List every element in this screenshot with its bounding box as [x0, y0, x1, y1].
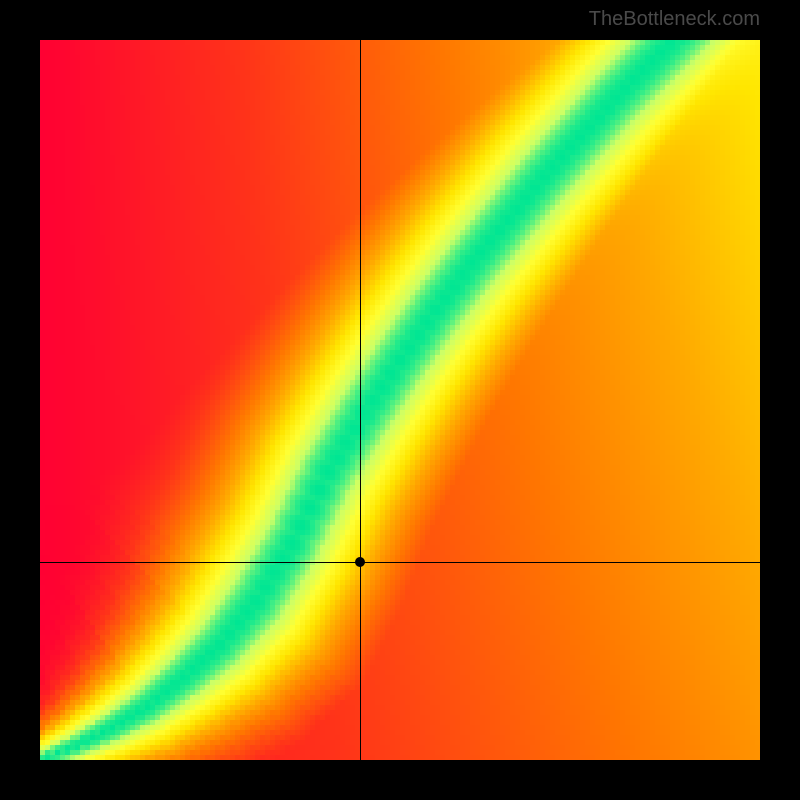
- marker-point: [355, 557, 365, 567]
- crosshair-vertical: [360, 40, 361, 760]
- bottleneck-heatmap: [40, 40, 760, 760]
- crosshair-horizontal: [40, 562, 760, 563]
- watermark-text: TheBottleneck.com: [589, 8, 760, 31]
- heatmap-canvas: [40, 40, 760, 760]
